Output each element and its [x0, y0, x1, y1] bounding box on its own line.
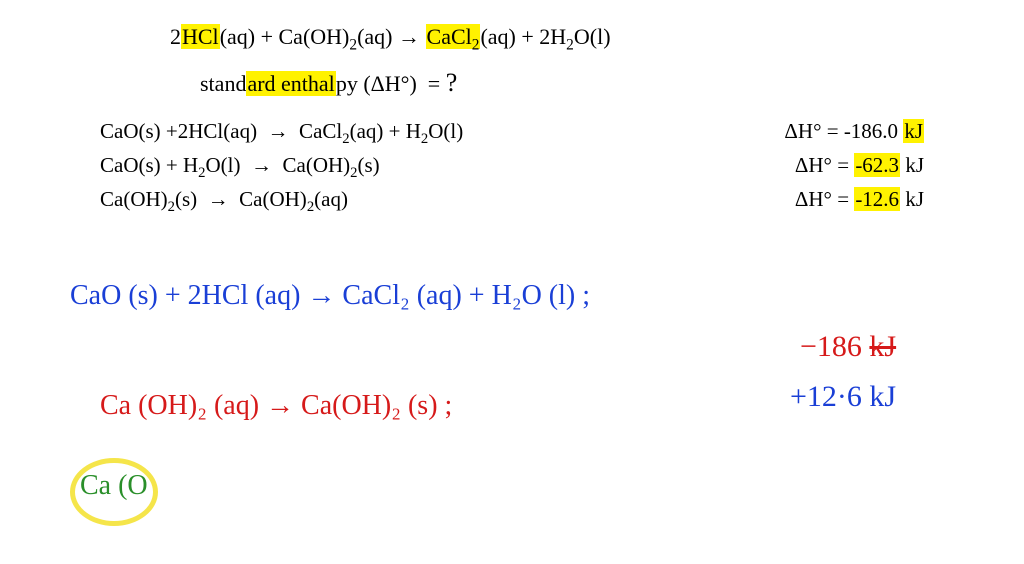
handwriting-line-1: CaO (s) + 2HCl (aq) → CaCl₂ (aq) + H₂O (… — [70, 280, 590, 312]
given-eq-1: CaO(s) +2HCl(aq) → CaCl2(aq) + H2O(l) ΔH… — [100, 116, 924, 150]
printed-block: 2HCl(aq) + Ca(OH)2(aq) → CaCl2(aq) + 2H2… — [40, 20, 984, 218]
eq-text: Ca(OH)2(s) → Ca(OH)2(aq) — [100, 184, 348, 218]
question-mark: ? — [446, 68, 458, 97]
dh-text: ΔH° = -62.3 kJ — [795, 150, 924, 184]
handwriting-value-1: −186 kJ — [800, 330, 896, 364]
given-eq-3: Ca(OH)2(s) → Ca(OH)2(aq) ΔH° = -12.6 kJ — [100, 184, 924, 218]
target-equation: 2HCl(aq) + Ca(OH)2(aq) → CaCl2(aq) + 2H2… — [170, 20, 984, 57]
given-eq-2: CaO(s) + H2O(l) → Ca(OH)2(s) ΔH° = -62.3… — [100, 150, 924, 184]
eq-text: CaO(s) + H2O(l) → Ca(OH)2(s) — [100, 150, 380, 184]
handwriting-value-2: +12·6 kJ — [790, 380, 896, 414]
dh-text: ΔH° = -12.6 kJ — [795, 184, 924, 218]
handwriting-line-2: Ca (OH)₂ (aq) → Ca(OH)₂ (s) ; — [100, 390, 452, 422]
question-line: standard enthalpy (ΔH°) = ? — [200, 63, 984, 102]
eq-text: CaO(s) +2HCl(aq) → CaCl2(aq) + H2O(l) — [100, 116, 463, 150]
yellow-circle-annotation — [70, 458, 158, 526]
dh-text: ΔH° = -186.0 kJ — [784, 116, 924, 150]
